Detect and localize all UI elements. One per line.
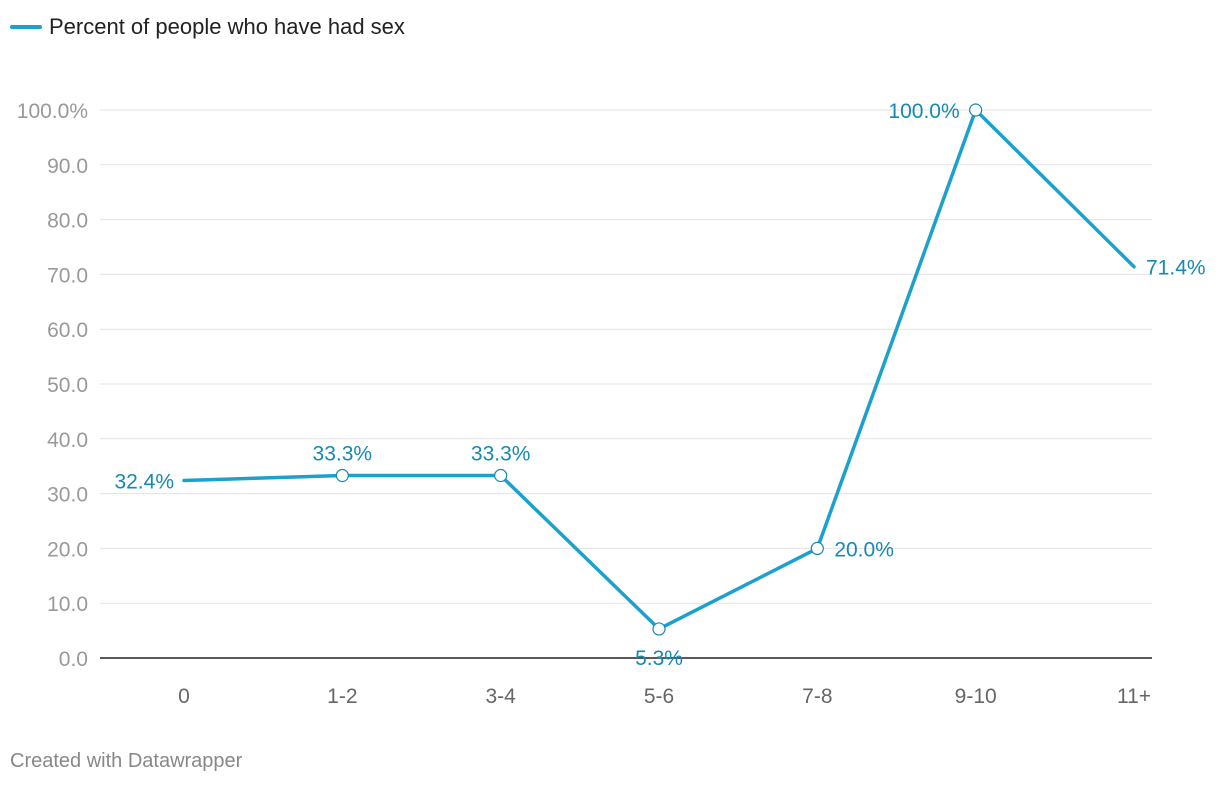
data-label: 32.4%: [114, 470, 174, 493]
x-tick-label: 5-6: [644, 685, 674, 708]
legend: Percent of people who have had sex: [10, 14, 405, 40]
gridlines: [100, 109, 1152, 604]
y-tick-label: 90.0: [47, 155, 88, 178]
x-axis-ticks: 0 1-2 3-4 5-6 7-8 9-10 11+: [178, 685, 1151, 708]
legend-swatch: [10, 25, 42, 29]
data-label: 71.4%: [1146, 257, 1206, 280]
data-point: [969, 103, 983, 117]
y-tick-label: 50.0: [47, 374, 88, 397]
data-points: [335, 103, 983, 636]
data-point: [335, 468, 349, 483]
x-tick-label: 9-10: [955, 685, 997, 708]
data-label: 33.3%: [471, 443, 531, 466]
data-label: 33.3%: [313, 443, 373, 466]
data-labels: 32.4% 33.3% 33.3% 5.3% 20.0% 100.0% 71.4%: [114, 100, 1205, 670]
y-tick-label: 10.0: [47, 593, 88, 616]
x-tick-label: 0: [178, 685, 190, 708]
data-label: 20.0%: [834, 538, 894, 561]
data-point: [810, 541, 824, 556]
data-label: 100.0%: [888, 100, 959, 123]
x-tick-label: 3-4: [485, 685, 516, 708]
y-tick-label: 60.0: [47, 319, 88, 342]
y-tick-label: 80.0: [47, 210, 88, 233]
y-tick-label: 0.0: [59, 648, 88, 671]
y-tick-label: 30.0: [47, 484, 88, 507]
data-label: 5.3%: [635, 647, 683, 670]
credit-text: Created with Datawrapper: [10, 750, 243, 772]
x-tick-label: 1-2: [327, 685, 357, 708]
x-tick-label: 7-8: [802, 685, 832, 708]
data-point: [494, 468, 508, 483]
x-tick-label: 11+: [1117, 685, 1151, 708]
data-point: [652, 622, 666, 636]
y-tick-label: 40.0: [47, 429, 88, 452]
y-tick-label: 100.0%: [17, 100, 88, 123]
y-tick-label: 70.0: [47, 264, 88, 287]
y-tick-label: 20.0: [47, 538, 88, 561]
y-axis-ticks: 0.0 10.0 20.0 30.0 40.0 50.0 60.0 70.0 80.0 90.0 1…: [17, 100, 88, 671]
legend-label: Percent of people who have had sex: [49, 14, 405, 39]
series-line: [182, 108, 1136, 631]
